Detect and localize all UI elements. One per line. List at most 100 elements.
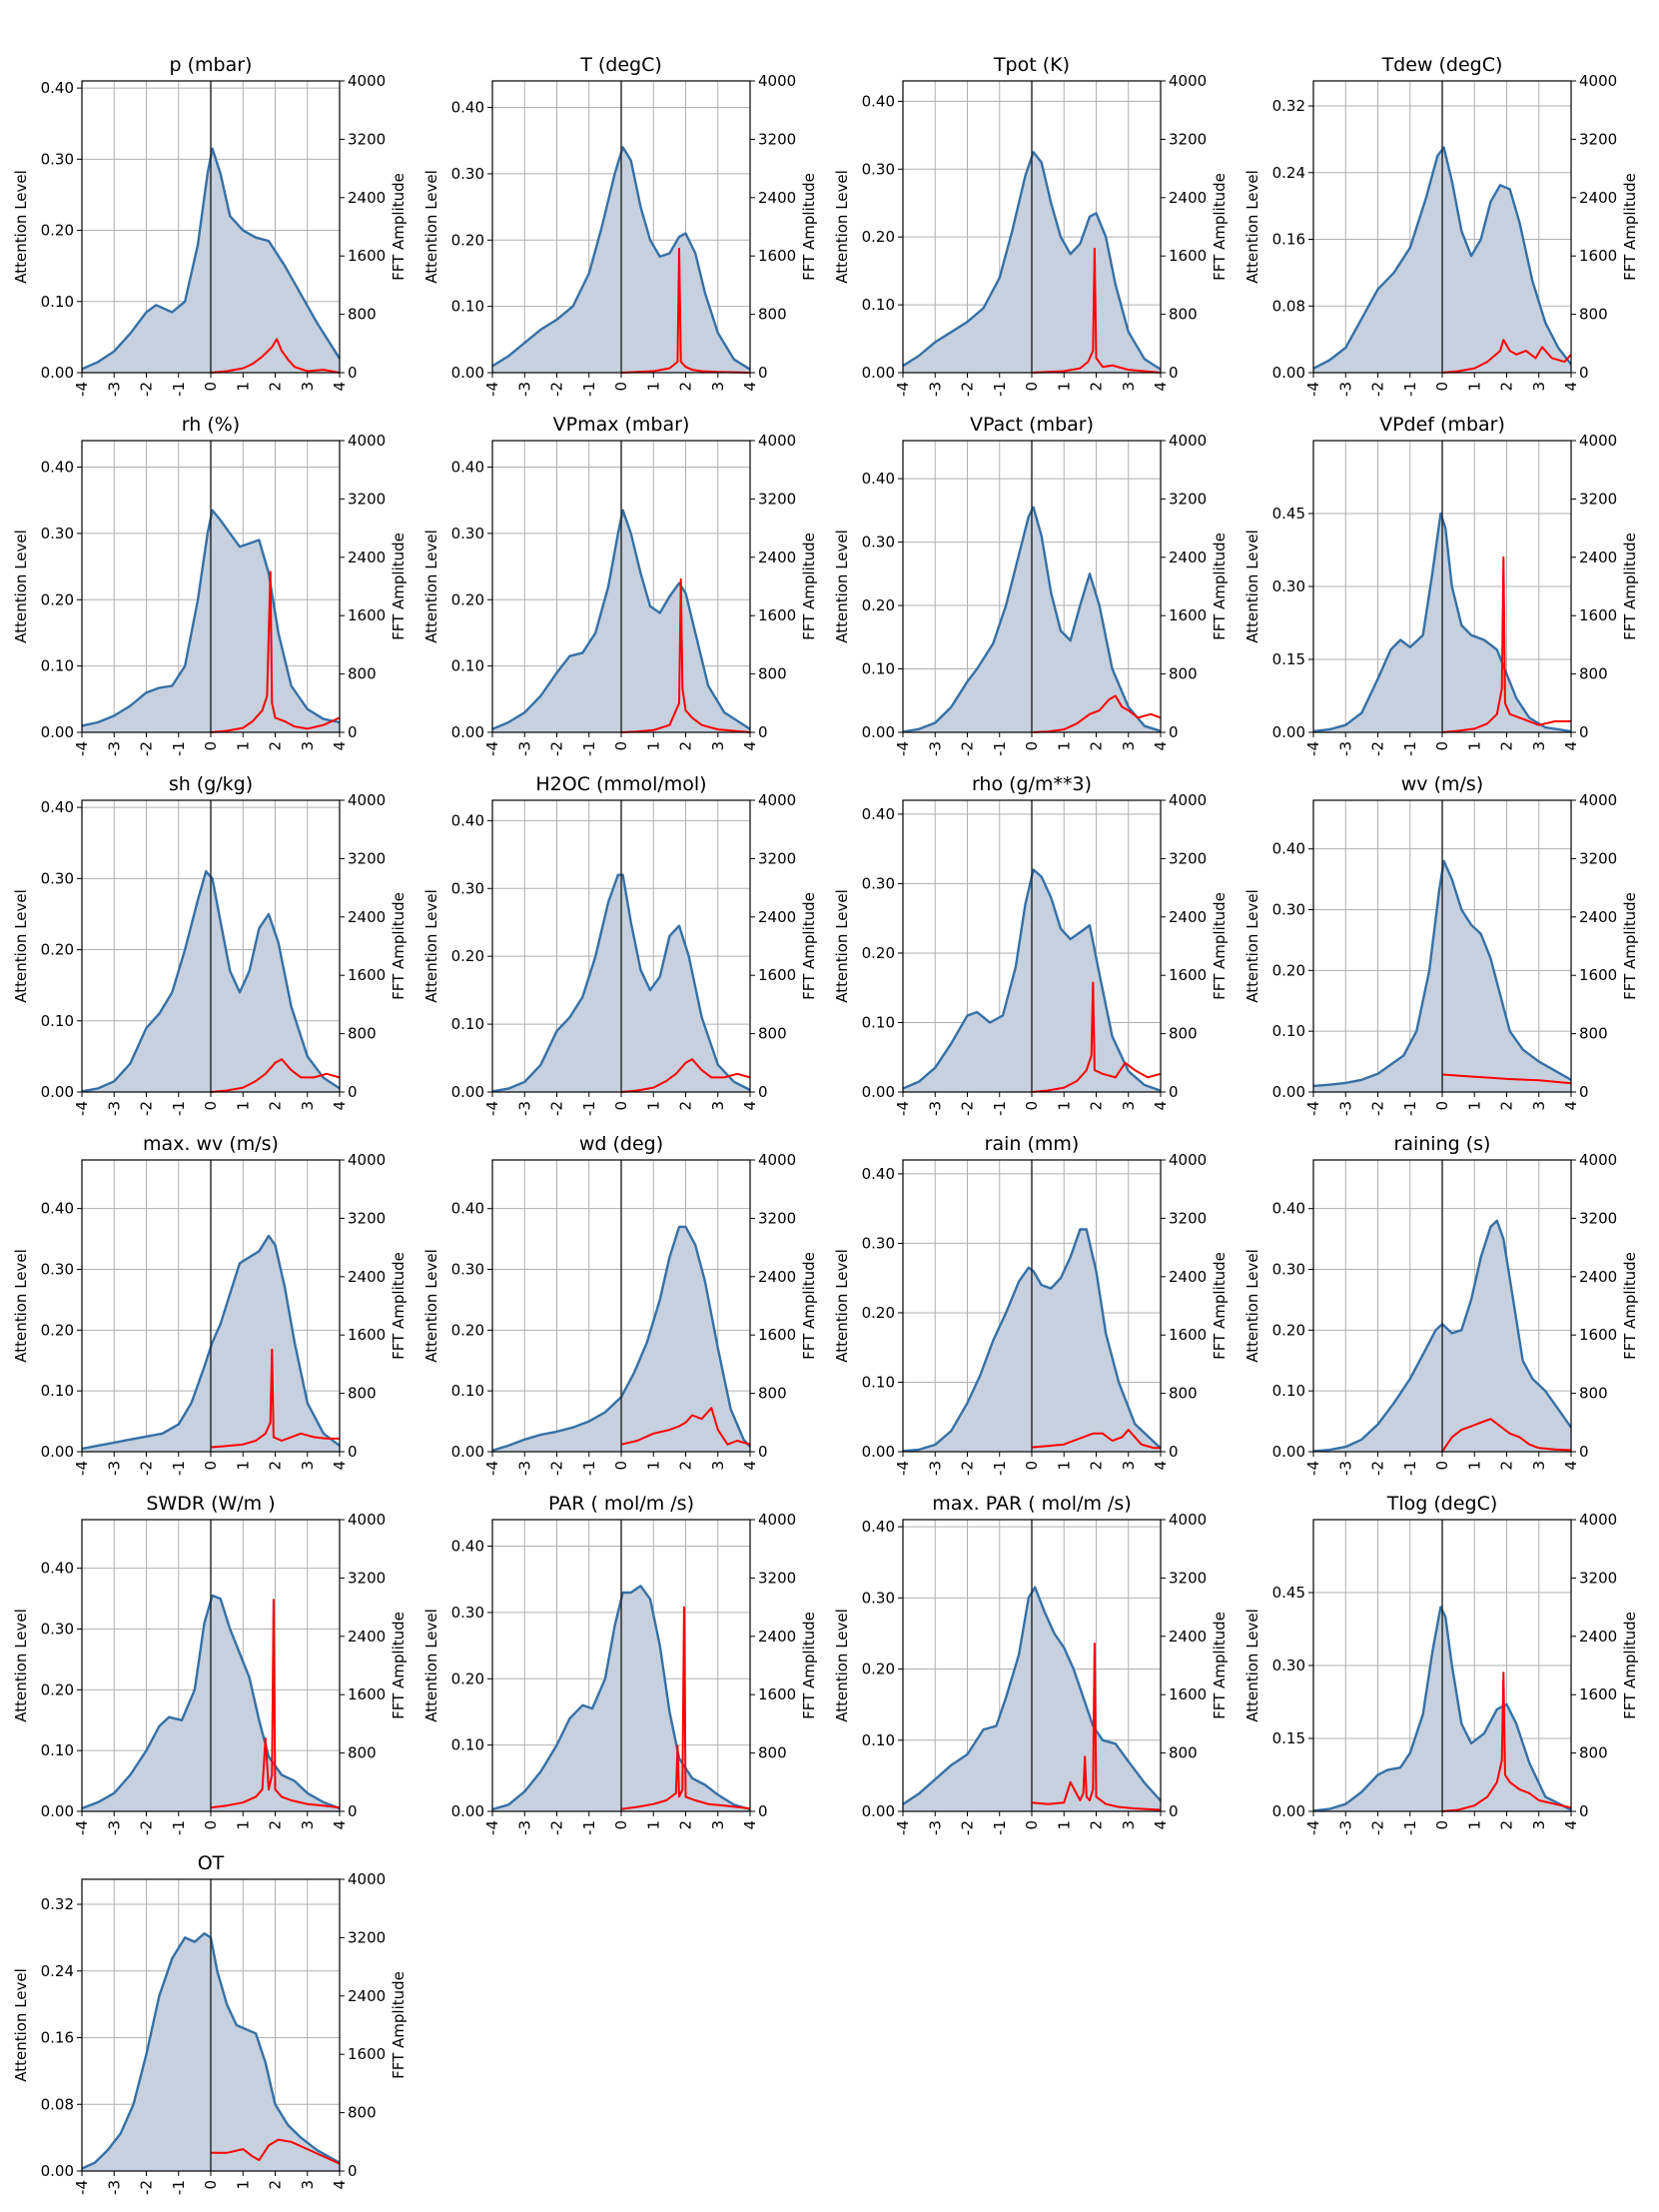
- x-tick-label: -1: [580, 1820, 598, 1835]
- x-tick-label: 4: [741, 1461, 759, 1471]
- y-axis-label: Attention Level: [422, 1609, 440, 1722]
- y2-tick-label: 800: [758, 306, 787, 324]
- y2-tick-label: 4000: [348, 791, 386, 809]
- y2-tick-label: 0: [348, 1083, 358, 1101]
- y2-axis-label: FFT Amplitude: [390, 1252, 408, 1360]
- y-axis-label: Attention Level: [12, 889, 30, 1003]
- y-tick-label: 0.40: [41, 1200, 74, 1218]
- y-tick-label: 0.15: [1272, 1729, 1305, 1747]
- y2-tick-label: 800: [1169, 665, 1198, 683]
- attention-line: [1312, 859, 1572, 1088]
- y-tick-label: 0.45: [1272, 1584, 1305, 1602]
- x-tick-label: 0: [612, 1101, 630, 1111]
- x-tick-label: -3: [926, 1101, 944, 1116]
- x-tick-label: 2: [1498, 741, 1516, 751]
- y2-tick-label: 0: [348, 364, 358, 382]
- y2-tick-label: 2400: [348, 1987, 386, 2005]
- x-tick-label: 4: [1152, 1461, 1170, 1471]
- y-tick-label: 0.40: [451, 811, 484, 829]
- y2-tick-label: 800: [758, 665, 787, 683]
- y2-tick-label: 1600: [758, 966, 796, 984]
- chart-title: H2OC (mmol/mol): [535, 773, 706, 795]
- attention-line: [81, 1234, 341, 1451]
- y2-tick-label: 3200: [1169, 1209, 1207, 1227]
- x-tick-label: 2: [267, 741, 285, 751]
- x-tick-label: -1: [170, 2180, 188, 2195]
- x-tick-label: -3: [105, 1101, 123, 1116]
- x-tick-label: -2: [1369, 382, 1387, 397]
- y2-tick-label: 2400: [1169, 908, 1207, 926]
- x-tick-label: 2: [1498, 1101, 1516, 1111]
- y-tick-label: 0.30: [451, 525, 484, 543]
- y-tick-label: 0.10: [41, 293, 74, 311]
- y-tick-label: 0.40: [1272, 1200, 1305, 1218]
- x-tick-label: -1: [580, 1461, 598, 1476]
- y2-tick-label: 2400: [348, 549, 386, 566]
- y2-axis-label: FFT Amplitude: [1621, 173, 1639, 281]
- x-tick-label: -3: [105, 1461, 123, 1476]
- x-tick-label: 3: [709, 741, 727, 751]
- y-tick-label: 0.00: [451, 1083, 484, 1101]
- fft-line: [620, 577, 751, 733]
- chart-title: rh (%): [182, 414, 240, 436]
- y-tick-label: 0.00: [41, 1443, 74, 1461]
- x-tick-label: 2: [677, 1461, 695, 1471]
- y-tick-label: 0.40: [41, 1560, 74, 1578]
- x-tick-label: -1: [170, 1461, 188, 1476]
- x-tick-label: -4: [73, 1461, 91, 1476]
- subplot: OT -4 -3 -2 -1 0 1 2 3 4 0.00 0.08 0.16 0.24 0.32 0 800 1…: [12, 1852, 408, 2195]
- x-tick-label: 4: [1562, 1461, 1580, 1471]
- x-tick-label: -2: [138, 1101, 156, 1116]
- y2-tick-label: 0: [1169, 1443, 1179, 1461]
- x-tick-label: 4: [1152, 1101, 1170, 1111]
- x-tick-label: -3: [515, 741, 533, 756]
- x-tick-label: 3: [299, 1461, 317, 1471]
- chart-title: VPact (mbar): [970, 414, 1094, 436]
- y-tick-label: 0.20: [451, 1669, 484, 1687]
- x-tick-label: -1: [170, 1101, 188, 1116]
- x-tick-label: 1: [234, 741, 252, 751]
- y2-axis-label: FFT Amplitude: [390, 533, 408, 640]
- x-tick-label: -3: [1336, 1101, 1354, 1116]
- y-axis-label: Attention Level: [422, 170, 440, 284]
- x-tick-label: 2: [677, 1101, 695, 1111]
- x-tick-label: 4: [331, 741, 349, 751]
- y-axis-label: Attention Level: [833, 1249, 851, 1363]
- fft-line: [1441, 1073, 1572, 1085]
- y2-axis-label: FFT Amplitude: [800, 1612, 818, 1719]
- y-tick-label: 0.20: [451, 947, 484, 965]
- y-tick-label: 0.20: [862, 944, 895, 962]
- x-tick-label: 1: [234, 1461, 252, 1471]
- y-tick-label: 0.20: [41, 1321, 74, 1339]
- attention-line: [1312, 146, 1572, 370]
- y-axis-label: Attention Level: [1244, 1249, 1261, 1363]
- y2-tick-label: 1600: [348, 1326, 386, 1344]
- x-tick-label: -2: [1369, 1461, 1387, 1476]
- y-tick-label: 0.10: [451, 1382, 484, 1400]
- x-tick-label: 3: [299, 382, 317, 392]
- x-tick-label: -2: [138, 1820, 156, 1835]
- y2-tick-label: 1600: [348, 1685, 386, 1703]
- fft-line: [210, 570, 341, 733]
- x-tick-label: -1: [1401, 1820, 1419, 1835]
- x-tick-label: 3: [1120, 382, 1138, 392]
- subplot: SWDR (W/m ) -4 -3 -2 -1 0 1 2 3 4 0.00 0.10 0.20 0.30…: [12, 1493, 408, 1835]
- fft-line: [620, 1606, 751, 1810]
- x-tick-label: 3: [1530, 382, 1548, 392]
- y2-tick-label: 2400: [1579, 189, 1617, 207]
- x-tick-label: 1: [1055, 1461, 1073, 1471]
- x-tick-label: 0: [1023, 382, 1041, 392]
- chart-title: p (mbar): [170, 54, 253, 76]
- x-tick-label: 4: [1562, 1820, 1580, 1830]
- x-tick-label: 1: [234, 382, 252, 392]
- x-tick-label: -3: [105, 741, 123, 756]
- x-tick-label: 3: [1530, 741, 1548, 751]
- x-tick-label: -2: [959, 1461, 977, 1476]
- y2-tick-label: 2400: [758, 549, 796, 566]
- x-tick-label: 1: [1055, 382, 1073, 392]
- y-tick-label: 0.00: [41, 1802, 74, 1820]
- y-tick-label: 0.10: [862, 1731, 895, 1749]
- y-tick-label: 0.40: [862, 805, 895, 823]
- x-tick-label: 1: [1465, 1820, 1483, 1830]
